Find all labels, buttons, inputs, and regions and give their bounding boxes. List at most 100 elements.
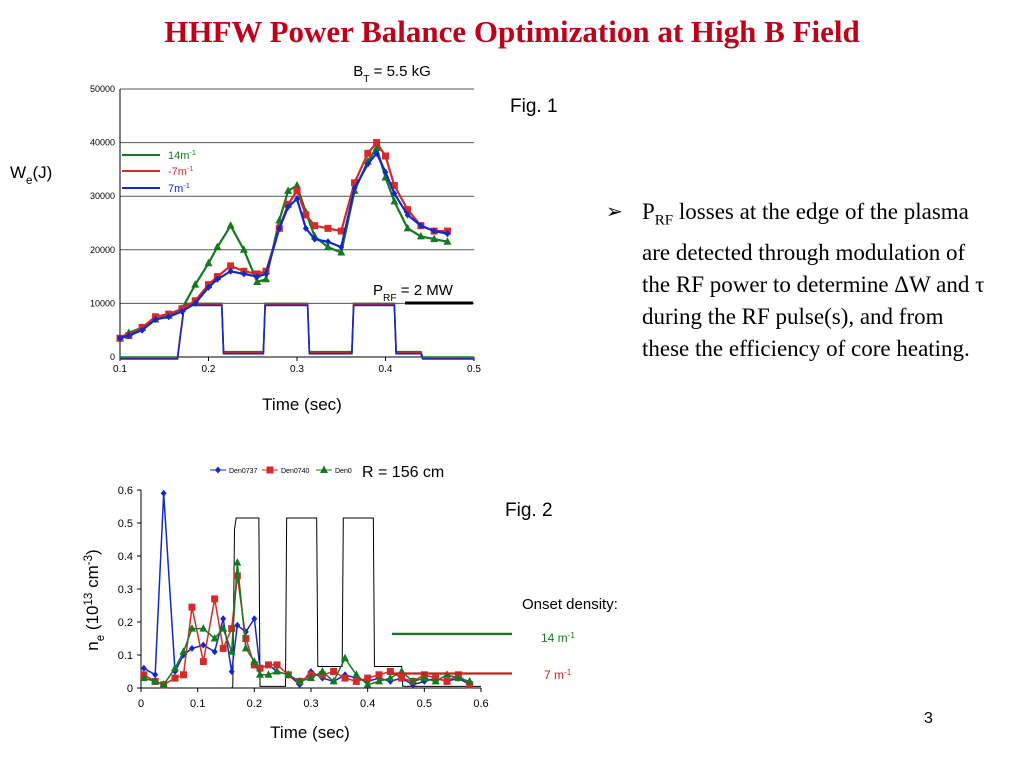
fig1-data-point [391,190,398,198]
fig2-legend-marker [266,466,274,474]
fig2-data-point [307,673,315,682]
fig1-data-point [351,179,359,187]
fig2-onset-value-14: 14 m-1 [541,631,575,646]
fig2-data-point [171,663,179,672]
fig2-data-point [352,677,360,685]
fig2-data-point [386,673,395,682]
fig1-legend-label: 7m-1 [168,181,190,196]
fig1-data-point [390,181,398,189]
fig1-data-point [227,262,235,270]
fig2-legend-label: Den0 [335,468,352,475]
fig2-data-point [375,671,383,679]
fig1-x-axis-label: Time (sec) [262,395,342,414]
fig1-data-point [239,245,248,253]
fig2-data-point [420,673,429,682]
fig2-title: R = 156 cm [362,464,444,481]
fig2-data-point [431,676,440,685]
fig2-data-point [265,661,272,669]
fig2-x-tick-label: 0.1 [190,698,205,710]
fig2-y-axis-label: ne (1013 cm-3) [83,549,107,650]
fig2-data-point [242,635,250,642]
fig1-data-point [404,206,412,214]
fig2-data-point [264,670,273,678]
fig2-data-point [188,624,196,632]
fig1-data-point [165,313,172,321]
fig1-data-point [213,242,222,251]
fig2-data-point [250,657,259,665]
fig2-data-point [256,670,264,678]
fig1-data-point [302,224,309,232]
fig2-data-point [341,653,349,662]
slide-title: HHFW Power Balance Optimization at High … [164,14,860,49]
fig2-y-tick-label: 0.1 [118,650,133,662]
fig2-data-point [210,634,219,642]
fig2-data-point [443,677,451,685]
fig2-data-point [233,558,242,566]
fig1-y-tick-label: 30000 [90,191,115,201]
fig1-data-point [382,168,389,176]
fig2-data-point [179,647,188,655]
fig2-data-point [211,595,219,603]
fig1-data-point [416,231,425,240]
fig1-y-axis-label: We(J) [10,163,52,187]
fig2-data-point [330,668,338,675]
bullet-body: losses at the edge of the plasma are det… [642,199,985,361]
fig1-legend-label: -7m-1 [168,164,194,179]
fig2-data-point [227,647,236,655]
fig2-onset-value-7: 7 m-1 [544,668,572,683]
fig1-x-tick-label: 0.2 [202,364,216,375]
fig2-data-point [234,621,241,629]
fig1-data-point [364,160,371,168]
fig2-onset-label: Onset density: [522,596,618,613]
fig2-y-tick-label: 0 [127,683,133,695]
fig2-y-tick-label: 0.5 [118,518,133,530]
fig1-data-point [311,235,318,243]
fig2-data-point [219,644,227,652]
fig2-data-point [454,673,463,682]
fig2-data-point [211,648,218,656]
fig1-y-tick-label: 20000 [90,245,115,255]
bullet-text: PRF losses at the edge of the plasma are… [642,196,986,365]
bullet-subscript: RF [654,212,674,229]
fig2-legend-label: Den0737 [229,468,258,475]
fig1-legend-label: 14m-1 [168,148,196,163]
fig2-x-tick-label: 0.2 [247,698,262,710]
fig1-data-point [382,152,389,160]
fig1-data-point [227,267,234,275]
bullet-prefix: P [642,199,655,224]
fig2-data-point [152,671,159,679]
fig1-data-point [431,227,438,235]
fig1-data-point [178,307,185,315]
fig2-data-point [363,680,372,688]
fig1-data-point [293,180,301,189]
fig2-y-tick-label: 0.6 [118,485,133,497]
fig2-data-point [398,674,406,682]
fig1-x-tick-label: 0.4 [379,364,393,375]
fig1-data-point [311,222,319,230]
fig1-y-tick-label: 40000 [90,138,115,148]
fig2-data-point [160,489,167,497]
fig2-data-point [466,681,474,689]
fig1-data-point [443,237,452,245]
fig2-data-point [140,664,147,672]
fig2-data-point [375,676,383,685]
fig1-data-point [302,211,310,219]
fig2-x-tick-label: 0.4 [360,698,375,710]
fig1-data-point [125,332,132,340]
fig2-data-point [180,671,187,679]
fig1-y-tick-label: 50000 [90,84,115,94]
fig2-series-line [143,562,470,686]
fig2-data-point [284,670,293,678]
fig2-y-tick-label: 0.3 [118,584,133,596]
fig1-data-point [284,186,293,194]
page-number: 3 [924,710,933,727]
fig1-y-tick-label: 10000 [90,298,115,308]
fig2-data-point [295,676,304,685]
fig2-data-point [364,674,372,682]
fig1-data-point [323,242,332,251]
fig2-x-tick-label: 0.6 [473,698,488,710]
fig2-legend-marker [320,465,328,473]
fig2-data-point [188,603,196,611]
fig2-series-line [143,493,471,686]
